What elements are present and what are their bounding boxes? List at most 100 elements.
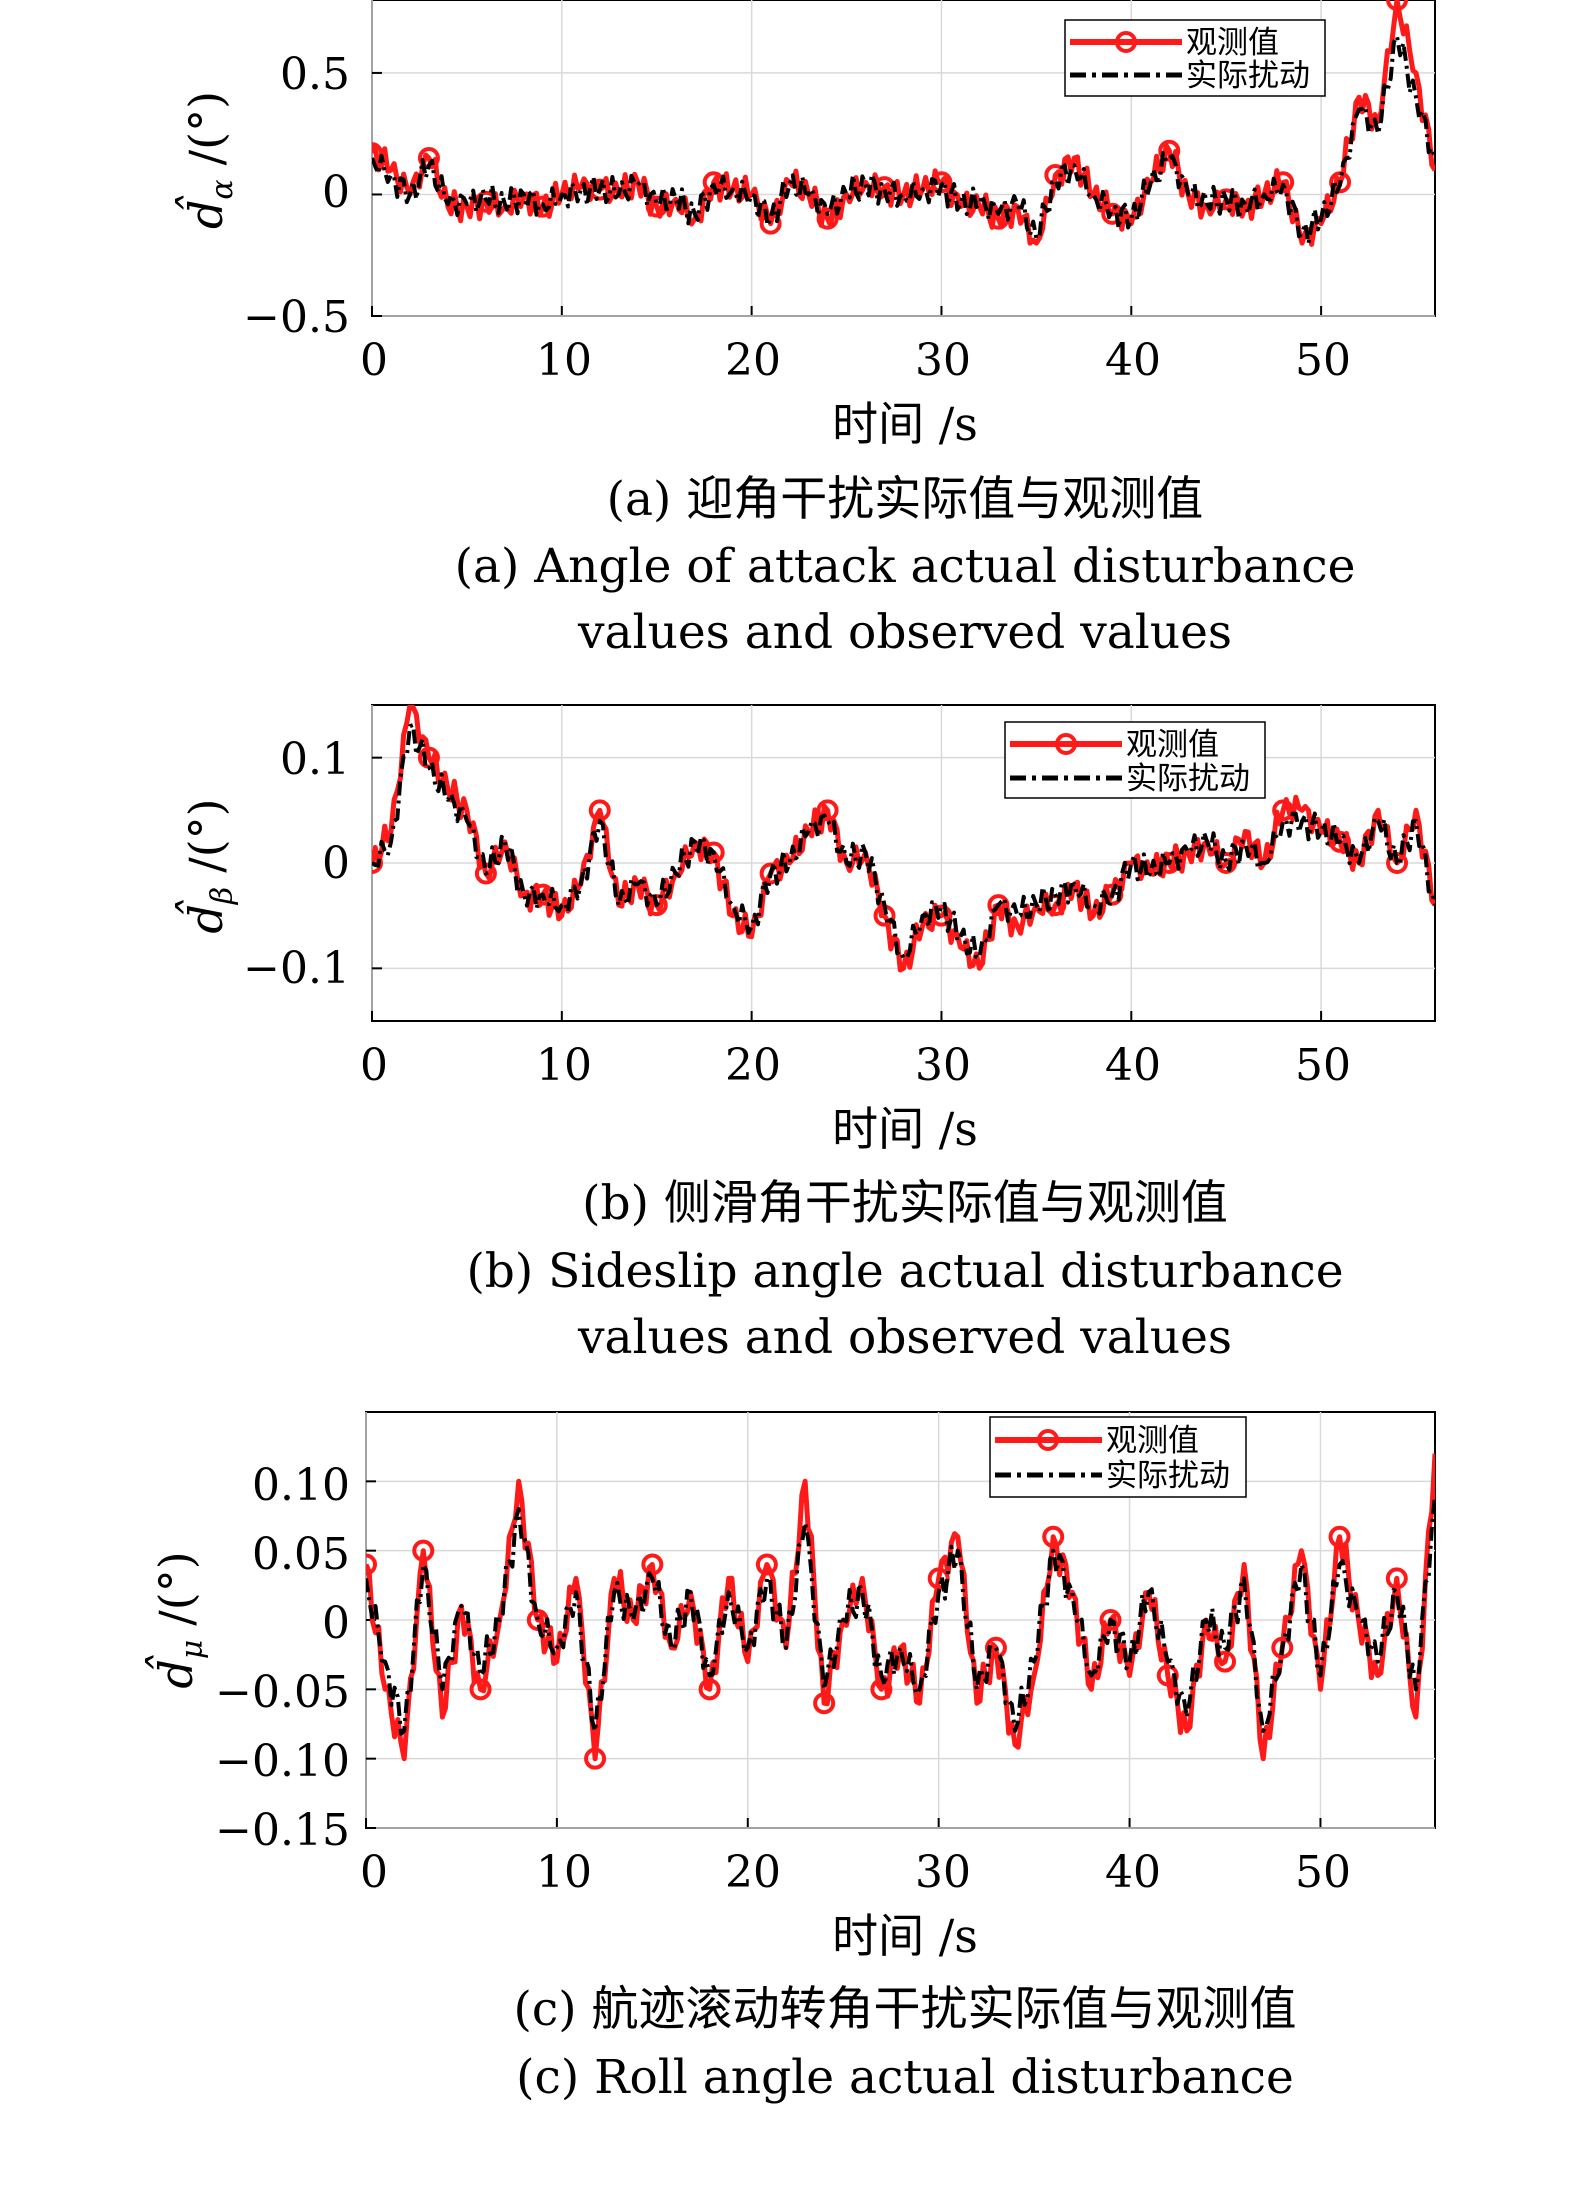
chart-c-grid	[365, 1412, 1435, 1829]
chart-b-ytick: −0.1	[243, 943, 350, 994]
chart-a-ytick: 0	[322, 167, 350, 218]
chart-a-ylabel-sub: α	[205, 179, 240, 199]
chart-b-xtick: 30	[915, 1040, 971, 1091]
chart-b-legend-actual-label: 实际扰动	[1126, 761, 1250, 797]
chart-b-observed-marker	[372, 852, 383, 874]
chart-c-observed-marker	[1385, 1567, 1408, 1590]
chart-c-xtick: 0	[360, 1847, 388, 1898]
chart-c-actual-line	[366, 1495, 1435, 1736]
chart-c-xlabel: 时间 /s	[832, 1909, 978, 1963]
chart-c-observed-marker	[984, 1636, 1007, 1659]
chart-c-observed-marker	[1099, 1609, 1122, 1631]
chart-b-ytick: 0.1	[280, 734, 350, 785]
chart-b-legend-box	[1004, 721, 1266, 799]
chart-c-observed-marker	[1156, 1664, 1179, 1687]
chart-c-ytick: −0.15	[215, 1805, 350, 1856]
chart-c-observed-marker	[813, 1692, 836, 1715]
chart-b-xtick: 10	[536, 1040, 592, 1091]
chart-a-observed-marker	[372, 142, 383, 165]
chart-a-xlabel: 时间 /s	[832, 397, 978, 451]
chart-a-xtick: 0	[360, 335, 388, 386]
chart-c-legend-actual-label: 实际扰动	[1106, 1458, 1230, 1494]
chart-b-ylabel-unit: /(°)	[179, 798, 233, 872]
chart-b-caption-en-1: (b) Sideslip angle actual disturbance	[466, 1244, 1343, 1299]
chart-b-legend: 观测值 实际扰动	[1004, 721, 1266, 799]
chart-b-xtick: 40	[1105, 1040, 1161, 1091]
chart-c-ytick: 0.10	[252, 1460, 350, 1511]
chart-a-xtick: 20	[725, 335, 781, 386]
chart-a-observed-marker	[1386, 0, 1409, 11]
chart-b-observed-marker	[1329, 830, 1352, 853]
svg-text:d̂β/(°): d̂β /(°)	[174, 798, 240, 933]
chart-b-ylabel: d̂β /(°)	[174, 798, 240, 933]
chart-b-xtick: 50	[1295, 1040, 1351, 1091]
chart-b-legend-observed-marker	[1055, 733, 1077, 755]
chart-b-observed-marker	[987, 894, 1010, 917]
chart-b-caption-cn: (b) 侧滑角干扰实际值与观测值	[582, 1176, 1228, 1231]
chart-b-observed-marker	[930, 904, 953, 927]
chart-b-observed-line	[372, 705, 1435, 973]
chart-c-observed-marker	[1042, 1525, 1065, 1548]
chart-c-series	[366, 1453, 1435, 1770]
chart-a-legend-box	[1064, 19, 1326, 97]
chart-c-legend: 观测值 实际扰动	[989, 1416, 1247, 1498]
chart-c-observed-marker	[469, 1678, 492, 1701]
chart-c-observed-marker	[584, 1747, 607, 1770]
chart-a-ticks: 0.5 0 −0.5 0 10 20 30 40 50	[243, 49, 1351, 386]
chart-c-legend-observed-marker	[1037, 1429, 1059, 1451]
chart-c-xtick: 50	[1295, 1847, 1351, 1898]
chart-c-observed-marker	[366, 1553, 377, 1576]
chart-a-ytick: 0.5	[280, 49, 350, 100]
chart-a-xtick: 30	[915, 335, 971, 386]
chart-a-ytick: −0.5	[243, 292, 350, 343]
chart-c-legend-observed-label: 观测值	[1106, 1423, 1199, 1459]
chart-c-caption-en-1: (c) Roll angle actual disturbance	[516, 2050, 1294, 2105]
chart-c-observed-marker	[755, 1553, 778, 1576]
chart-a-legend-observed-marker	[1115, 31, 1137, 53]
chart-b-ytick: 0	[322, 838, 350, 889]
chart-c-legend-box	[989, 1416, 1247, 1498]
chart-a-caption-en-1: (a) Angle of attack actual disturbance	[455, 539, 1356, 594]
chart-c: 0.10 0.05 0 −0.05 −0.10 −0.15 0 10 20 30…	[144, 1411, 1436, 2105]
chart-b-xlabel: 时间 /s	[832, 1102, 978, 1156]
chart-b-observed-marker	[816, 799, 839, 822]
chart-c-ylabel-main: d̂	[144, 1655, 203, 1689]
chart-c-ticks: 0.10 0.05 0 −0.05 −0.10 −0.15 0 10 20 30…	[215, 1460, 1351, 1898]
chart-a-series	[372, 0, 1435, 247]
chart-b-legend-observed-label: 观测值	[1126, 727, 1219, 763]
chart-a-observed-marker	[816, 207, 839, 230]
chart-c-xtick: 40	[1105, 1847, 1161, 1898]
svg-text:d̂μ/(°): d̂μ /(°)	[144, 1551, 210, 1688]
chart-c-xtick: 30	[915, 1847, 971, 1898]
chart-c-ytick: 0.05	[252, 1529, 350, 1580]
chart-c-ytick: −0.10	[215, 1736, 350, 1787]
chart-a-ylabel-unit: /(°)	[179, 91, 233, 165]
chart-b-ylabel-sub: β	[205, 887, 240, 905]
svg-text:d̂α/(°): d̂α /(°)	[174, 91, 240, 229]
chart-a-xtick: 10	[536, 335, 592, 386]
chart-a-xtick: 50	[1295, 335, 1351, 386]
chart-a-legend-observed-label: 观测值	[1186, 25, 1279, 61]
chart-a-ylabel-main: d̂	[174, 195, 233, 229]
chart-c-caption-cn: (c) 航迹滚动转角干扰实际值与观测值	[514, 1982, 1297, 2037]
chart-b-series	[372, 705, 1435, 973]
chart-b-caption-en-2: values and observed values	[577, 1310, 1232, 1365]
chart-b-ylabel-main: d̂	[174, 899, 233, 933]
chart-c-ytick: 0	[322, 1598, 350, 1649]
chart-c-observed-marker	[927, 1567, 950, 1590]
chart-c-ylabel-unit: /(°)	[149, 1551, 203, 1625]
chart-b-ticks: 0.1 0 −0.1 0 10 20 30 40 50	[243, 734, 1351, 1091]
chart-b-observed-marker	[1272, 799, 1295, 822]
chart-a-ylabel: d̂α /(°)	[174, 91, 240, 229]
chart-a-actual-line	[372, 34, 1435, 246]
chart-c-ylabel: d̂μ /(°)	[144, 1551, 210, 1688]
chart-a-caption-cn: (a) 迎角干扰实际值与观测值	[607, 472, 1204, 527]
chart-b-actual-line	[372, 723, 1435, 960]
chart-a-legend: 观测值 实际扰动	[1064, 19, 1326, 97]
chart-c-observed-marker	[641, 1553, 664, 1576]
chart-a-caption-en-2: values and observed values	[577, 605, 1232, 660]
chart-c-observed-marker	[1328, 1525, 1351, 1548]
chart-c-observed-marker	[412, 1539, 435, 1562]
chart-a-xtick: 40	[1105, 335, 1161, 386]
chart-c-observed-marker	[1271, 1636, 1294, 1659]
